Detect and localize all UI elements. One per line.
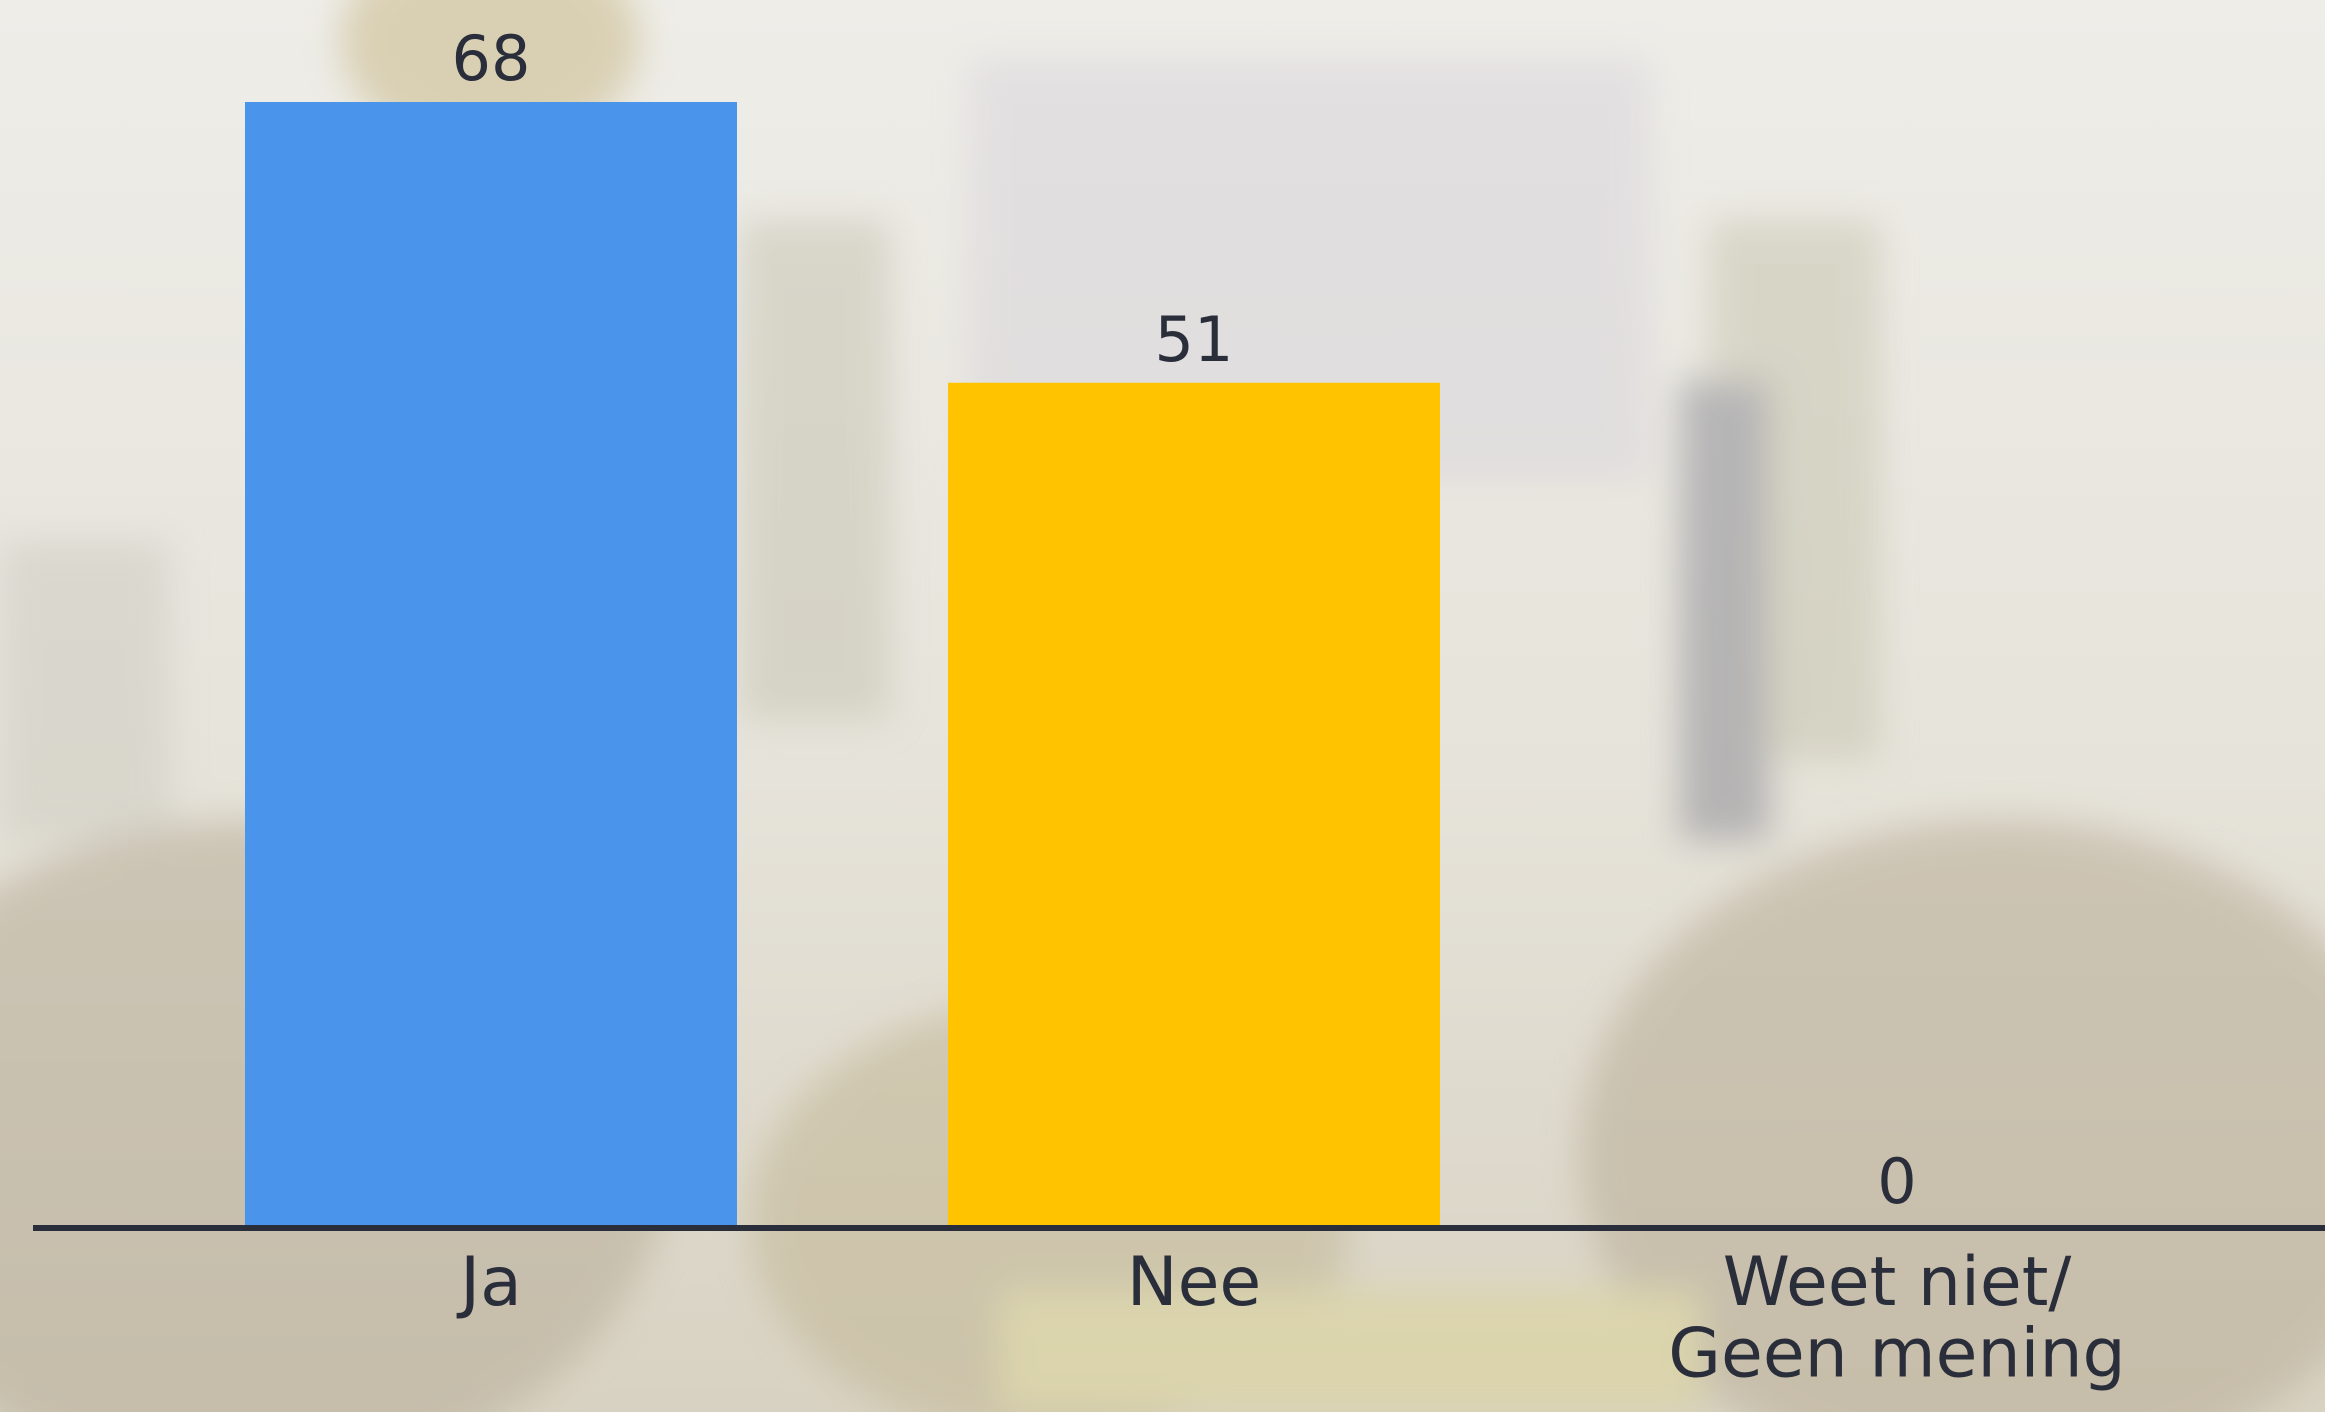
value-label: 0 (1877, 1145, 1916, 1218)
x-tick-label: Nee (1127, 1243, 1262, 1322)
value-label: 51 (1155, 303, 1234, 376)
bar (245, 102, 737, 1225)
bar (948, 382, 1440, 1225)
x-tick-label: Ja (456, 1243, 522, 1322)
value-label: 68 (452, 22, 531, 95)
x-tick-label: Weet niet/Geen mening (1668, 1243, 2125, 1393)
